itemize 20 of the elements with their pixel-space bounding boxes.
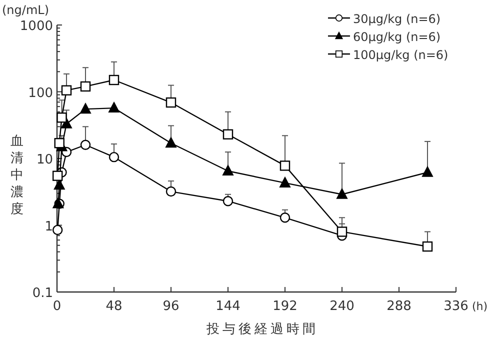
x-axis-title: 投与後経過時間 xyxy=(206,322,318,337)
y-tick-label: 1000 xyxy=(20,19,53,34)
legend-label: 100μg/kg (n=6) xyxy=(353,48,448,62)
y-axis-title: 血清中濃度 xyxy=(10,134,24,217)
x-tick-label: 0 xyxy=(52,299,62,314)
y-tick-label: 1 xyxy=(44,219,53,234)
x-tick-label: 240 xyxy=(330,299,354,314)
x-tick-label: 288 xyxy=(386,299,412,314)
text: (h) xyxy=(472,300,488,313)
legend-label: 30μg/kg (n=6) xyxy=(353,12,441,26)
x-tick-label: 96 xyxy=(162,299,180,314)
x-tick-label: 48 xyxy=(106,299,122,314)
y-tick-label: 0.1 xyxy=(32,286,53,301)
y-tick-label: 100 xyxy=(28,86,53,101)
x-tick-label: 144 xyxy=(216,299,240,314)
x-tick-label: 192 xyxy=(272,299,298,314)
text: (ng/mL) xyxy=(2,3,50,17)
y-tick-label: 10 xyxy=(36,152,53,168)
x-tick-label: 336 xyxy=(444,299,468,314)
legend-label: 60μg/kg (n=6) xyxy=(353,30,441,44)
